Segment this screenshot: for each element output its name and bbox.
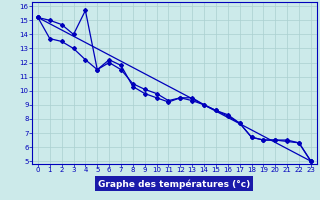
X-axis label: Graphe des températures (°c): Graphe des températures (°c) [98,179,251,189]
